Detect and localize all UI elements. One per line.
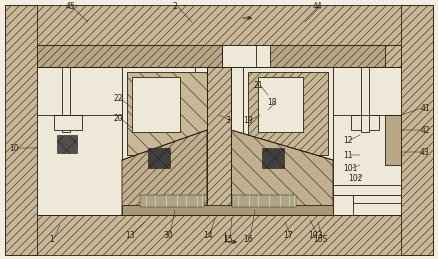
Text: 1: 1 [49,235,54,244]
Bar [148,148,170,168]
Bar [122,205,333,215]
Bar [258,77,303,132]
Bar [385,115,401,165]
Bar [361,67,369,132]
Text: 19: 19 [243,116,253,125]
Bar [270,45,401,67]
Bar [122,67,220,160]
Text: 41: 41 [420,104,430,112]
Text: 30: 30 [163,232,173,241]
Text: 103: 103 [308,232,322,241]
Text: 101: 101 [343,163,357,172]
Bar [385,45,401,67]
Bar [57,135,77,153]
Bar [333,195,353,215]
Text: 18: 18 [267,97,277,106]
Bar [262,148,284,168]
Text: 10: 10 [9,143,19,153]
Bar [5,5,37,255]
Text: 15: 15 [223,235,233,244]
Bar [54,115,82,130]
Bar [5,5,433,45]
Bar [5,215,433,255]
Text: 16: 16 [243,235,253,244]
Text: 44: 44 [313,2,323,11]
Bar [37,45,222,67]
Bar [62,67,70,132]
Text: 43: 43 [420,147,430,156]
Polygon shape [231,130,333,215]
Bar [195,67,243,160]
Text: 11: 11 [343,150,353,160]
Bar [353,195,401,203]
Bar [207,67,231,215]
Text: 10S: 10S [313,235,327,244]
Bar [140,195,204,207]
Text: 14: 14 [203,232,213,241]
Text: 17: 17 [283,232,293,241]
Bar [248,72,328,155]
Bar [333,67,401,215]
Bar [207,67,231,215]
Text: 3: 3 [226,116,230,125]
Bar [132,77,180,132]
Bar [333,185,401,195]
Text: 42: 42 [420,126,430,134]
Text: 22: 22 [113,93,123,103]
Bar [232,195,296,207]
Text: 13: 13 [125,232,135,241]
Bar [127,72,215,155]
Bar [401,5,433,255]
Polygon shape [122,130,207,215]
Text: 12: 12 [343,135,353,145]
Text: 21: 21 [253,81,263,90]
Bar [37,67,122,215]
Text: 2: 2 [173,2,177,11]
Bar [37,45,401,215]
Bar [351,115,379,130]
Bar [37,67,49,215]
Text: 45: 45 [65,2,75,11]
Text: 20: 20 [113,113,123,123]
Text: 102: 102 [348,174,362,183]
Bar [243,67,333,160]
